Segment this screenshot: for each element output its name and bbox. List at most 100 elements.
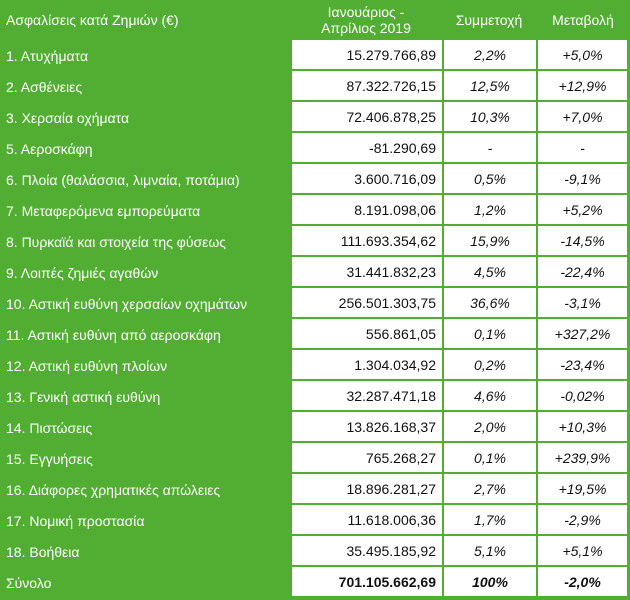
row-change: -	[536, 133, 630, 164]
header-category: Ασφαλίσεις κατά Ζημιών (€)	[0, 0, 290, 40]
row-value: 1.304.034,92	[290, 350, 442, 381]
row-change: +7,0%	[536, 102, 630, 133]
table-row: 12. Αστική ευθύνη πλοίων 1.304.034,92 0,2%…	[0, 350, 630, 381]
row-share: 10,3%	[442, 102, 536, 133]
row-value: 18.896.281,27	[290, 474, 442, 505]
row-share: 2,2%	[442, 40, 536, 71]
table-row: 10. Αστική ευθύνη χερσαίων οχημάτων 256.5…	[0, 288, 630, 319]
table-row: 2. Ασθένειες 87.322.726,15 12,5% +12,9%	[0, 71, 630, 102]
row-value: 556.861,05	[290, 319, 442, 350]
row-name: 11. Αστική ευθύνη από αεροσκάφη	[0, 319, 290, 350]
header-row: Ασφαλίσεις κατά Ζημιών (€) Ιανουάριος - …	[0, 0, 630, 40]
row-share: 36,6%	[442, 288, 536, 319]
row-value: 31.441.832,23	[290, 257, 442, 288]
row-change: -3,1%	[536, 288, 630, 319]
row-change: +5,0%	[536, 40, 630, 71]
row-value: 32.287.471,18	[290, 381, 442, 412]
row-value: 35.495.185,92	[290, 536, 442, 567]
header-change: Μεταβολή	[536, 0, 630, 40]
row-value: -81.290,69	[290, 133, 442, 164]
table-row: 15. Εγγυήσεις 765.268,27 0,1% +239,9%	[0, 443, 630, 474]
table-row: 17. Νομική προστασία 11.618.006,36 1,7% -2,…	[0, 505, 630, 536]
row-value: 256.501.303,75	[290, 288, 442, 319]
row-change: +10,3%	[536, 412, 630, 443]
row-value: 765.268,27	[290, 443, 442, 474]
header-period: Ιανουάριος - Απρίλιος 2019	[290, 0, 442, 40]
row-share: 2,7%	[442, 474, 536, 505]
row-value: 3.600.716,09	[290, 164, 442, 195]
row-change: +12,9%	[536, 71, 630, 102]
total-row-share: 100%	[442, 567, 536, 598]
row-change: -22,4%	[536, 257, 630, 288]
row-name: 18. Βοήθεια	[0, 536, 290, 567]
row-value: 15.279.766,89	[290, 40, 442, 71]
row-change: +5,1%	[536, 536, 630, 567]
row-share: 2,0%	[442, 412, 536, 443]
row-value: 8.191.098,06	[290, 195, 442, 226]
row-share: 0,5%	[442, 164, 536, 195]
table-body: 1. Ατυχήματα 15.279.766,89 2,2% +5,0% 2. Ασθ…	[0, 40, 630, 598]
row-value: 11.618.006,36	[290, 505, 442, 536]
row-change: -9,1%	[536, 164, 630, 195]
row-name: 15. Εγγυήσεις	[0, 443, 290, 474]
row-share: 0,1%	[442, 443, 536, 474]
table-row: 3. Χερσαία οχήματα 72.406.878,25 10,3% +7,0…	[0, 102, 630, 133]
row-change: +327,2%	[536, 319, 630, 350]
header-period-line2: Απρίλιος 2019	[321, 20, 411, 36]
row-share: -	[442, 133, 536, 164]
row-name: 14. Πιστώσεις	[0, 412, 290, 443]
row-change: -0,02%	[536, 381, 630, 412]
row-name: 7. Μεταφερόμενα εμπορεύματα	[0, 195, 290, 226]
row-name: 10. Αστική ευθύνη χερσαίων οχημάτων	[0, 288, 290, 319]
row-name: 9. Λοιπές ζημιές αγαθών	[0, 257, 290, 288]
row-name: 6. Πλοία (θαλάσσια, λιμναία, ποτάμια)	[0, 164, 290, 195]
row-share: 1,7%	[442, 505, 536, 536]
row-name: 16. Διάφορες χρηματικές απώλειες	[0, 474, 290, 505]
row-share: 0,2%	[442, 350, 536, 381]
row-change: +19,5%	[536, 474, 630, 505]
row-share: 1,2%	[442, 195, 536, 226]
table-row: 9. Λοιπές ζημιές αγαθών 31.441.832,23 4,5%…	[0, 257, 630, 288]
row-name: 12. Αστική ευθύνη πλοίων	[0, 350, 290, 381]
header-period-line1: Ιανουάριος -	[327, 3, 405, 20]
row-name: 17. Νομική προστασία	[0, 505, 290, 536]
header-share: Συμμετοχή	[442, 0, 536, 40]
row-share: 4,5%	[442, 257, 536, 288]
row-name: 1. Ατυχήματα	[0, 40, 290, 71]
row-share: 5,1%	[442, 536, 536, 567]
table-row: 5. Αεροσκάφη -81.290,69- -	[0, 133, 630, 164]
row-share: 4,6%	[442, 381, 536, 412]
row-change: -2,9%	[536, 505, 630, 536]
row-value: 111.693.354,62	[290, 226, 442, 257]
row-share: 12,5%	[442, 71, 536, 102]
total-row-change: -2,0%	[536, 567, 630, 598]
total-row-value: 701.105.662,69	[290, 567, 442, 598]
row-value: 72.406.878,25	[290, 102, 442, 133]
row-change: -14,5%	[536, 226, 630, 257]
table-row: 8. Πυρκαϊά και στοιχεία της φύσεως 111.69…	[0, 226, 630, 257]
row-change: +5,2%	[536, 195, 630, 226]
row-change: +239,9%	[536, 443, 630, 474]
table-row: 6. Πλοία (θαλάσσια, λιμναία, ποτάμια) 3.6…	[0, 164, 630, 195]
table-row: 7. Μεταφερόμενα εμπορεύματα 8.191.098,06 1…	[0, 195, 630, 226]
total-row: Σύνολο 701.105.662,69 100% -2,0%	[0, 567, 630, 598]
table-row: 1. Ατυχήματα 15.279.766,89 2,2% +5,0%	[0, 40, 630, 71]
table-row: 14. Πιστώσεις 13.826.168,37 2,0% +10,3%	[0, 412, 630, 443]
total-row-name: Σύνολο	[0, 567, 290, 598]
row-name: 2. Ασθένειες	[0, 71, 290, 102]
row-share: 15,9%	[442, 226, 536, 257]
row-value: 87.322.726,15	[290, 71, 442, 102]
row-name: 8. Πυρκαϊά και στοιχεία της φύσεως	[0, 226, 290, 257]
table-row: 13. Γενική αστική ευθύνη 32.287.471,18 4,6…	[0, 381, 630, 412]
table-row: 18. Βοήθεια 35.495.185,92 5,1% +5,1%	[0, 536, 630, 567]
row-change: -23,4%	[536, 350, 630, 381]
row-value: 13.826.168,37	[290, 412, 442, 443]
row-name: 5. Αεροσκάφη	[0, 133, 290, 164]
row-name: 13. Γενική αστική ευθύνη	[0, 381, 290, 412]
table-row: 11. Αστική ευθύνη από αεροσκάφη 556.861,0…	[0, 319, 630, 350]
table-row: 16. Διάφορες χρηματικές απώλειες 18.896.2…	[0, 474, 630, 505]
row-name: 3. Χερσαία οχήματα	[0, 102, 290, 133]
row-share: 0,1%	[442, 319, 536, 350]
